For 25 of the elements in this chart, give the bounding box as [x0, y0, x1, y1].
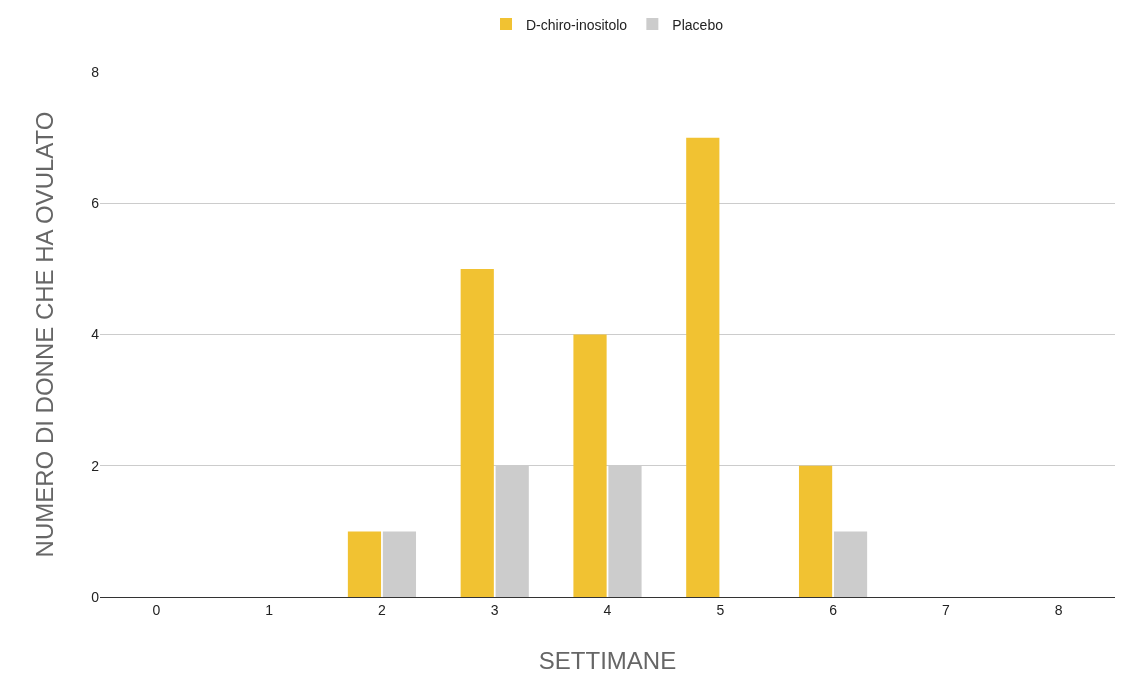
- legend-label: Placebo: [672, 16, 724, 33]
- x-tick-label: 8: [1054, 601, 1063, 618]
- y-tick-label: 6: [91, 195, 100, 212]
- y-tick-label: 4: [91, 326, 100, 343]
- x-tick-label: 0: [152, 601, 161, 618]
- x-axis-title: SETTIMANE: [538, 647, 677, 675]
- x-tick-label: 1: [265, 601, 274, 618]
- bar: [347, 531, 382, 597]
- x-tick-label: 5: [716, 601, 725, 618]
- x-tick-label: 3: [490, 601, 499, 618]
- bar: [573, 334, 607, 597]
- x-tick-label: 2: [378, 601, 387, 618]
- bar: [686, 137, 720, 597]
- x-tick-label: 4: [603, 601, 612, 618]
- bar: [798, 465, 833, 597]
- y-tick-label: 2: [91, 457, 100, 474]
- bar: [833, 531, 868, 597]
- bar: [382, 531, 417, 597]
- y-axis-title: NUMERO DI DONNE CHE HA OVULATO: [31, 111, 59, 558]
- legend-label: D-chiro-inositolo: [526, 16, 628, 33]
- x-tick-label: 7: [941, 601, 950, 618]
- y-tick-label: 0: [91, 588, 100, 605]
- bar: [460, 268, 494, 597]
- y-tick-label: 8: [91, 63, 100, 80]
- x-tick-label: 6: [829, 601, 838, 618]
